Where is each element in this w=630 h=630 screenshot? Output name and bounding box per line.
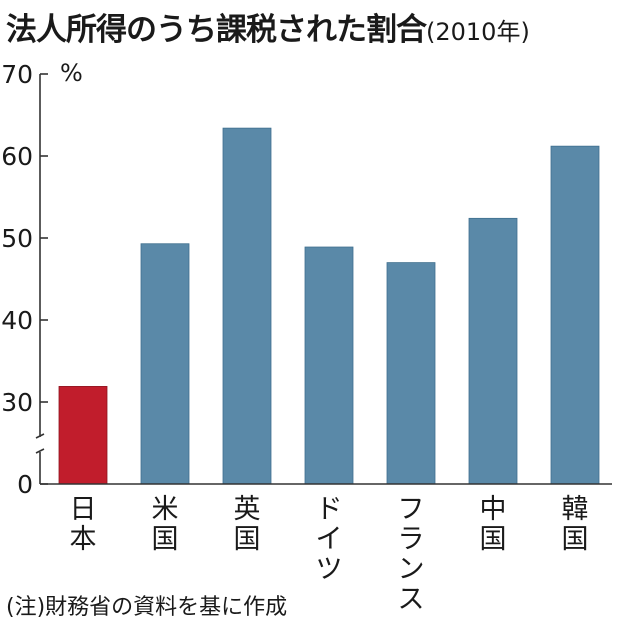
y-tick-label-50: 50: [1, 224, 33, 253]
y-tick-label-40: 40: [1, 306, 33, 335]
x-label-6: 韓国: [562, 494, 589, 555]
bar-4: [386, 262, 436, 485]
bar-1: [140, 243, 190, 485]
x-label-3: ドイツ: [316, 494, 343, 585]
y-tick-label-0: 0: [17, 470, 33, 499]
x-label-5: 中国: [480, 494, 507, 555]
y-tick-label-60: 60: [1, 142, 33, 171]
x-label-4: フランス: [398, 494, 425, 615]
title-year: (2010年): [426, 18, 530, 46]
bar-6: [550, 145, 600, 485]
y-tick-label-70: 70: [1, 60, 33, 89]
x-label-1: 米国: [152, 494, 179, 555]
x-label-0: 日本: [70, 494, 97, 555]
title-main: 法人所得のうち課税された割合: [6, 12, 427, 48]
bar-3: [304, 246, 354, 485]
axis-break-mark: [35, 433, 45, 454]
y-unit-label: %: [60, 59, 83, 87]
bar-0: [58, 386, 108, 485]
bar-5: [468, 217, 518, 485]
bar-2: [222, 127, 272, 485]
y-tick-label-30: 30: [1, 388, 33, 417]
source-note: (注)財務省の資料を基に作成: [6, 595, 288, 620]
x-label-2: 英国: [234, 494, 261, 555]
chart-title: 法人所得のうち課税された割合(2010年): [6, 4, 530, 49]
